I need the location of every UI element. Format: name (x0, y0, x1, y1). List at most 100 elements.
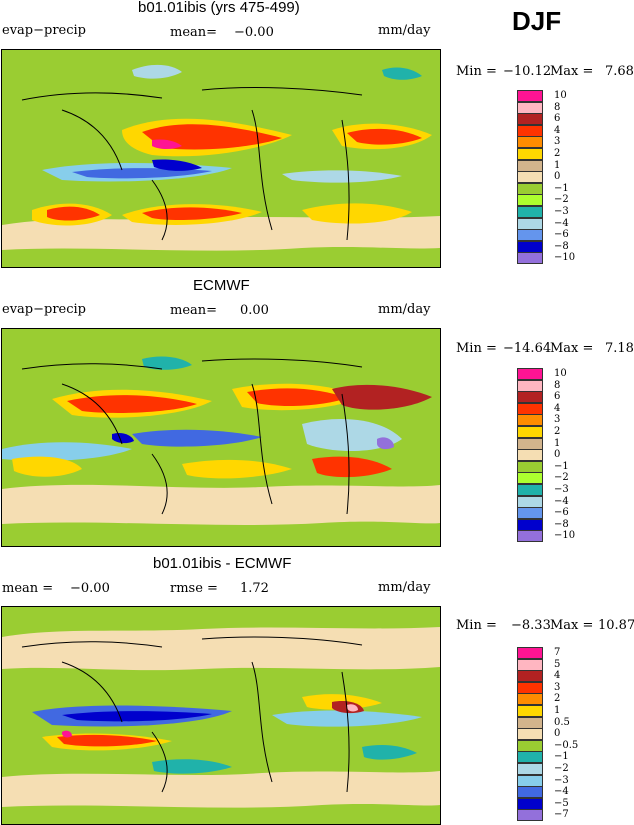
colorbar-tick-label: 0 (554, 728, 561, 740)
colorbar-tick-label: −5 (554, 797, 569, 809)
panel2-map (1, 328, 441, 547)
colorbar-swatch (517, 449, 543, 462)
panel1-max-value: 7.68 (605, 64, 634, 79)
colorbar-swatch (517, 460, 543, 473)
colorbar-swatch (517, 136, 543, 149)
panel2-colorbar (517, 368, 543, 543)
colorbar-swatch (517, 716, 543, 729)
panel2-max-label: Max = (550, 341, 594, 356)
colorbar-tick-label: −1 (554, 751, 569, 763)
colorbar-tick-label: 1 (554, 159, 561, 171)
panel3-rmse-label: rmse = (170, 581, 218, 596)
colorbar-swatch (517, 148, 543, 161)
colorbar-tick-label: −8 (554, 240, 569, 252)
panel3-colorbar (517, 647, 543, 822)
colorbar-swatch (517, 495, 543, 508)
panel1-variable: evap−precip (2, 23, 86, 38)
colorbar-swatch (517, 484, 543, 497)
colorbar-swatch (517, 693, 543, 706)
colorbar-tick-label: −10 (554, 530, 576, 542)
colorbar-swatch (517, 217, 543, 230)
colorbar-tick-label: 3 (554, 681, 561, 693)
colorbar-tick-label: −4 (554, 786, 569, 798)
colorbar-tick-label: −10 (554, 252, 576, 264)
colorbar-tick-label: −7 (554, 809, 569, 821)
panel1-field (2, 50, 440, 267)
panel3-mean-label: mean = (2, 581, 54, 596)
colorbar-swatch (517, 113, 543, 126)
colorbar-swatch (517, 786, 543, 799)
colorbar-swatch (517, 159, 543, 172)
panel1-map (1, 49, 441, 268)
colorbar-swatch (517, 402, 543, 415)
colorbar-tick-label: −3 (554, 484, 569, 495)
colorbar-tick-label: 3 (554, 136, 561, 148)
colorbar-tick-label: −6 (554, 507, 569, 519)
season-label: DJF (512, 6, 562, 36)
colorbar-swatch (517, 252, 543, 265)
colorbar-swatch (517, 681, 543, 694)
colorbar-tick-label: 7 (554, 647, 561, 658)
panel1-max-label: Max = (550, 64, 594, 79)
panel2-units: mm/day (378, 302, 431, 317)
colorbar-tick-label: 4 (554, 402, 561, 414)
colorbar-swatch (517, 368, 543, 381)
panel1-title: b01.01ibis (yrs 475-499) (138, 0, 300, 16)
colorbar-tick-label: −1 (554, 460, 569, 472)
panel2-field (2, 329, 440, 546)
colorbar-swatch (517, 414, 543, 427)
colorbar-swatch (517, 670, 543, 683)
colorbar-tick-label: 10 (554, 368, 567, 379)
panel3-min-value: −8.33 (511, 618, 551, 633)
panel2-min-label: Min = (456, 341, 497, 356)
colorbar-tick-label: 2 (554, 693, 561, 705)
colorbar-swatch (517, 739, 543, 752)
colorbar-tick-label: 0 (554, 449, 561, 461)
colorbar-tick-label: 0 (554, 171, 561, 183)
panel1-units: mm/day (378, 23, 431, 38)
colorbar-swatch (517, 774, 543, 787)
panel3-field (2, 607, 440, 824)
colorbar-tick-label: −4 (554, 217, 569, 229)
colorbar-tick-label: −2 (554, 763, 569, 774)
colorbar-swatch (517, 229, 543, 242)
colorbar-swatch (517, 171, 543, 184)
panel3-mean-value: −0.00 (70, 581, 110, 596)
colorbar-tick-label: 2 (554, 426, 561, 437)
colorbar-swatch (517, 391, 543, 404)
colorbar-tick-label: 1 (554, 705, 561, 716)
panel2-mean-label: mean= (170, 303, 218, 318)
colorbar-tick-label: 5 (554, 658, 561, 670)
colorbar-tick-label: 8 (554, 101, 561, 113)
colorbar-swatch (517, 763, 543, 776)
colorbar-swatch (517, 240, 543, 253)
colorbar-tick-label: −0.5 (554, 739, 579, 751)
colorbar-swatch (517, 472, 543, 485)
colorbar-tick-label: 6 (554, 391, 561, 403)
colorbar-swatch (517, 437, 543, 450)
colorbar-swatch (517, 379, 543, 392)
panel2-max-value: 7.18 (605, 341, 634, 356)
panel1-colorbar (517, 90, 543, 265)
colorbar-tick-label: 3 (554, 414, 561, 426)
colorbar-tick-label: 10 (554, 90, 567, 101)
colorbar-swatch (517, 426, 543, 439)
panel3-map (1, 606, 441, 825)
colorbar-tick-label: −3 (554, 774, 569, 786)
colorbar-swatch (517, 206, 543, 219)
colorbar-swatch (517, 194, 543, 207)
panel3-max-value: 10.87 (598, 618, 634, 633)
colorbar-tick-label: 0.5 (554, 716, 570, 728)
panel2-mean-value: 0.00 (240, 303, 269, 318)
colorbar-swatch (517, 658, 543, 671)
panel3-units: mm/day (378, 580, 431, 595)
colorbar-tick-label: 1 (554, 437, 561, 449)
colorbar-tick-label: 4 (554, 124, 561, 136)
panel1-min-label: Min = (456, 64, 497, 79)
colorbar-tick-label: 8 (554, 379, 561, 391)
colorbar-swatch (517, 518, 543, 531)
colorbar-tick-label: 4 (554, 670, 561, 682)
colorbar-tick-label: 2 (554, 148, 561, 159)
panel2-min-value: −14.64 (503, 341, 552, 356)
colorbar-swatch (517, 530, 543, 543)
